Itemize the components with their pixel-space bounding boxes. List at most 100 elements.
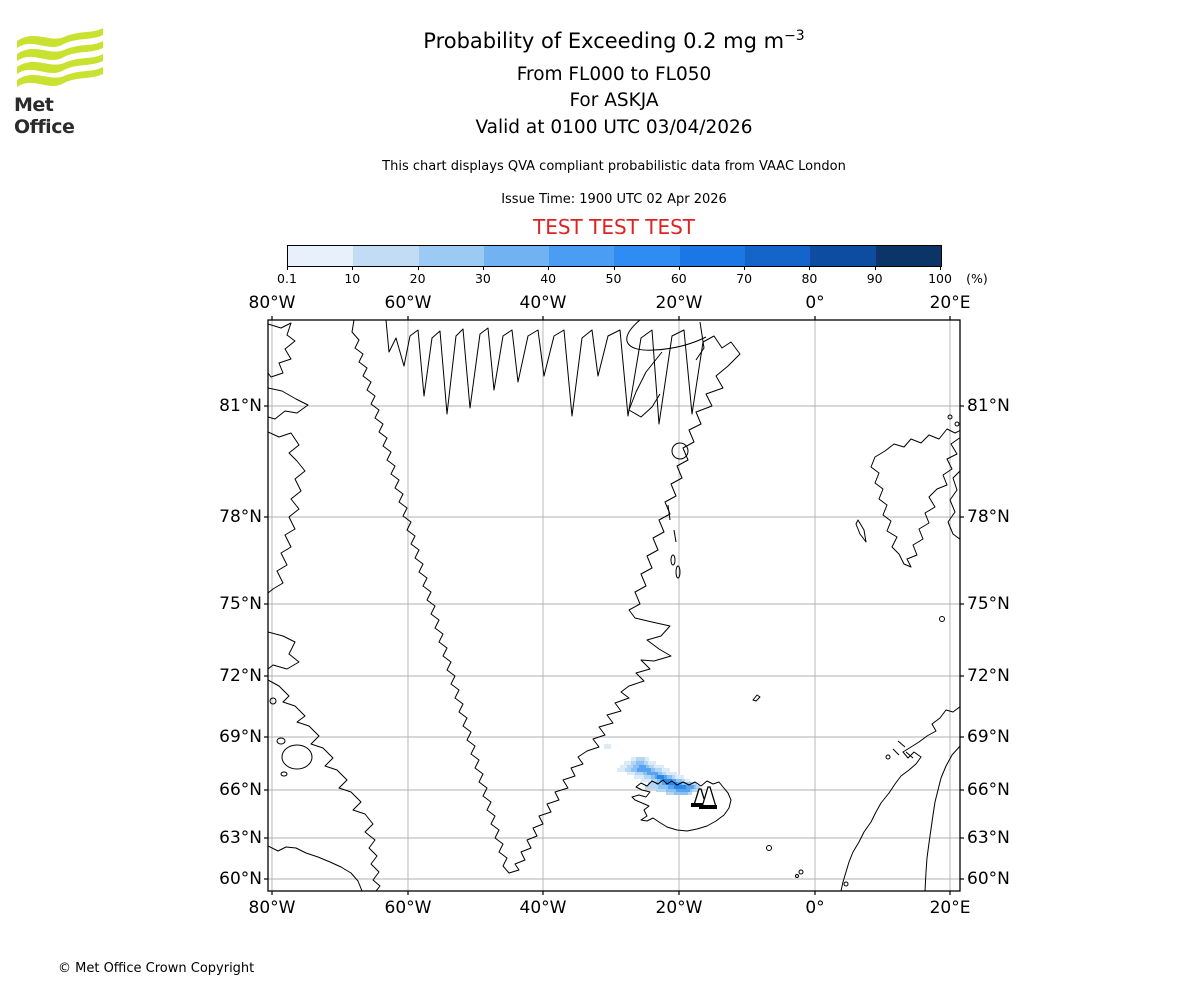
coastline-labrador: [268, 845, 363, 891]
met-office-waves-icon: [17, 28, 103, 87]
plume-cell: [636, 761, 644, 765]
plume-cell: [636, 757, 645, 761]
ash-probability-plume: [604, 744, 700, 795]
test-banner: TEST TEST TEST: [532, 215, 695, 239]
coastline-norway-inner: [924, 745, 960, 891]
island-baffin-bay-2: [276, 737, 286, 745]
volcano-marker-askja: [691, 786, 717, 809]
lat-label-left: 69°N: [219, 727, 262, 747]
island-ne-greenland: [671, 442, 689, 460]
lon-label-bottom: 60°W: [384, 898, 432, 918]
plume-cell: [637, 768, 651, 772]
islet-e-greenland-2: [675, 565, 681, 579]
lat-label-left: 63°N: [219, 828, 262, 848]
lat-label-left: 78°N: [219, 507, 262, 527]
subtitle-valid-time: Valid at 0100 UTC 03/04/2026: [475, 117, 753, 138]
lon-label-bottom: 0°: [805, 898, 825, 918]
island-svalbard-sliver: [855, 519, 867, 543]
lat-label-left: 66°N: [219, 780, 262, 800]
plume-cell: [663, 779, 672, 782]
probability-colorbar: [287, 245, 942, 267]
coastline-baffin: [268, 679, 381, 891]
coastline-ellesmere-1: [268, 322, 296, 378]
coastline-greenland-north-fjord: [626, 320, 707, 418]
islet-e-greenland-1: [670, 554, 676, 566]
plume-cell: [674, 792, 688, 795]
colorbar-tick: [678, 266, 680, 270]
islands-lofoten: [892, 740, 914, 759]
colorbar-tick: [809, 266, 811, 270]
colorbar-tick-label: 30: [474, 271, 491, 286]
colorbar-tick: [940, 266, 941, 270]
lat-label-right: 78°N: [967, 507, 1010, 527]
islet-svalbard-1: [954, 421, 960, 427]
island-faroe-1: [766, 845, 772, 851]
colorbar-segment-2: [418, 246, 484, 266]
plume-cell: [647, 772, 658, 775]
lat-label-right: 63°N: [967, 828, 1010, 848]
lon-label-bottom: 20°W: [655, 898, 703, 918]
lat-label-right: 69°N: [967, 727, 1010, 747]
colorbar-tick: [613, 266, 615, 270]
colorbar-unit-label: (%): [966, 271, 988, 286]
lon-label-bottom: 80°W: [248, 898, 296, 918]
lon-label-top: 60°W: [384, 293, 432, 313]
copyright-notice: © Met Office Crown Copyright: [58, 961, 255, 976]
lon-label-top: 0°: [805, 293, 825, 313]
colorbar-segment-7: [745, 246, 811, 266]
lat-label-right: 75°N: [967, 594, 1010, 614]
colorbar-tick-label: 50: [605, 271, 622, 286]
colorbar-segment-6: [679, 246, 746, 266]
map-frame: [267, 319, 961, 892]
island-faroe-3: [795, 874, 799, 878]
coastline-ne-greenland-slivers: [667, 504, 677, 543]
colorbar-segment-0: [288, 246, 354, 266]
colorbar-tick: [417, 266, 419, 270]
colorbar-tick-label: 40: [540, 271, 557, 286]
colorbar-tick: [482, 266, 484, 270]
lat-label-left: 60°N: [219, 869, 262, 889]
lon-label-top: 40°W: [519, 293, 567, 313]
lon-label-bottom: 40°W: [519, 898, 567, 918]
colorbar-segment-4: [549, 246, 615, 266]
coastline-iceland: [631, 779, 732, 832]
colorbar-tick: [874, 266, 876, 270]
coastlines: [268, 320, 960, 891]
axis-ticks: [264, 316, 964, 895]
colorbar-tick-label: 100: [928, 271, 952, 286]
title-exponent: −3: [784, 28, 805, 44]
island-jan-mayen: [752, 694, 761, 702]
island-baffin-bay-4: [269, 697, 277, 705]
colorbar-tick: [287, 266, 288, 270]
colorbar-tick: [352, 266, 354, 270]
island-baffin-bay-1: [281, 744, 313, 770]
colorbar-tick: [548, 266, 550, 270]
map-canvas: [264, 316, 964, 895]
colorbar-segment-5: [614, 246, 680, 266]
plume-cell: [657, 775, 664, 779]
colorbar-segment-9: [875, 246, 941, 266]
coastline-svalbard: [870, 428, 960, 568]
colorbar-tick-label: 0.1: [277, 271, 297, 286]
colorbar-tick-label: 10: [344, 271, 361, 286]
colorbar-tick-label: 20: [409, 271, 426, 286]
qva-note: This chart displays QVA compliant probab…: [382, 159, 846, 174]
plume-cell: [604, 744, 611, 749]
plume-cell: [639, 765, 646, 768]
lat-label-right: 72°N: [967, 666, 1010, 686]
lon-label-bottom: 20°E: [929, 898, 971, 918]
colorbar-tick-label: 90: [866, 271, 883, 286]
plume-cell: [676, 789, 690, 792]
coastline-ellesmere-3: [268, 431, 306, 594]
colorbar-tick: [744, 266, 746, 270]
coastline-greenland: [351, 320, 741, 874]
coastline-ellesmere-2: [268, 387, 309, 420]
islet-svalbard-2: [947, 414, 953, 420]
colorbar-segment-3: [483, 246, 550, 266]
met-office-logo-text: Met Office: [14, 94, 75, 138]
colorbar-segment-8: [810, 246, 876, 266]
lon-label-top: 20°E: [929, 293, 971, 313]
subtitle-flight-levels: From FL000 to FL050: [516, 64, 712, 85]
lat-label-right: 66°N: [967, 780, 1010, 800]
